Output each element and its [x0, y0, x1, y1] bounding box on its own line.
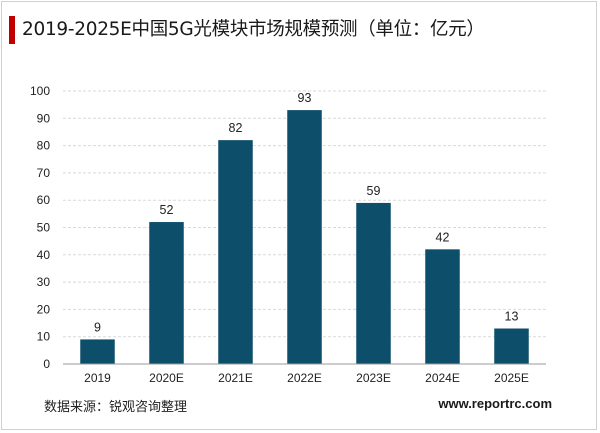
x-tick-label: 2020E [149, 371, 184, 385]
bar-2023E [356, 202, 391, 364]
y-tick-label: 50 [37, 221, 51, 235]
data-label: 82 [229, 121, 243, 135]
data-source: 数据来源：锐观咨询整理 [44, 400, 188, 415]
data-label: 13 [505, 310, 519, 324]
y-tick-label: 0 [43, 357, 50, 371]
data-labels: 9 52 82 93 59 42 13 [94, 91, 518, 334]
website-url[interactable]: www.reportrc.com [438, 396, 552, 411]
data-label: 52 [160, 203, 174, 217]
bar-2024E [425, 249, 460, 364]
y-tick-label: 100 [30, 84, 50, 98]
y-axis-ticks: 0 10 20 30 40 50 60 70 80 90 100 [30, 84, 50, 371]
data-label: 42 [436, 230, 450, 244]
x-tick-label: 2025E [494, 371, 529, 385]
y-tick-label: 10 [37, 330, 51, 344]
y-tick-label: 70 [37, 166, 51, 180]
title-accent-bar [9, 16, 15, 44]
bar-2021E [218, 140, 253, 364]
data-label: 9 [94, 320, 101, 334]
y-tick-label: 90 [37, 111, 51, 125]
x-axis-ticks: 2019 2020E 2021E 2022E 2023E 2024E 2025E [84, 371, 529, 385]
y-tick-label: 60 [37, 193, 51, 207]
x-tick-label: 2024E [425, 371, 460, 385]
y-tick-label: 40 [37, 248, 51, 262]
bar-2019 [80, 339, 115, 364]
data-label: 59 [367, 184, 381, 198]
y-tick-label: 20 [37, 302, 51, 316]
x-tick-label: 2019 [84, 371, 111, 385]
chart-title: 2019-2025E中国5G光模块市场规模预测（单位：亿元） [22, 19, 485, 40]
bars [80, 110, 529, 364]
data-label: 93 [298, 91, 312, 105]
y-tick-label: 80 [37, 139, 51, 153]
y-tick-label: 30 [37, 275, 51, 289]
bar-2020E [149, 222, 184, 364]
bar-2022E [287, 110, 322, 364]
x-tick-label: 2023E [356, 371, 391, 385]
x-tick-label: 2022E [287, 371, 322, 385]
x-tick-label: 2021E [218, 371, 253, 385]
bar-2025E [494, 328, 529, 364]
